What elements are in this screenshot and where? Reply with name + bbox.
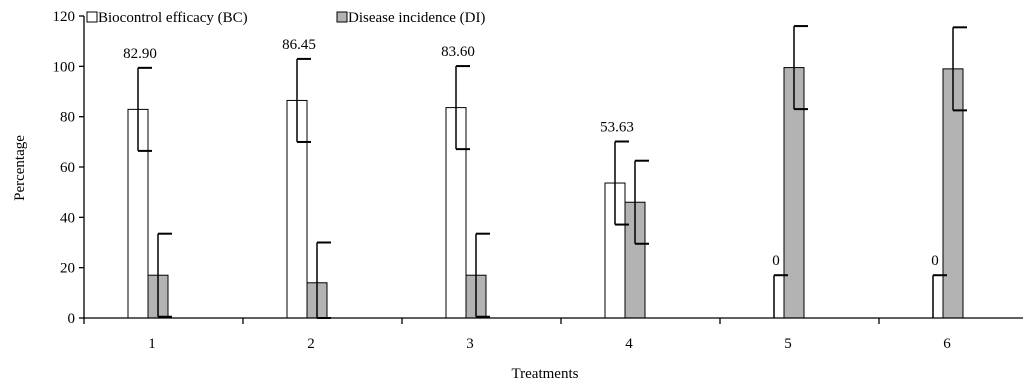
legend-swatch-di [336, 11, 348, 23]
data-label: 53.63 [600, 120, 634, 136]
y-tick-label: 40 [60, 210, 75, 226]
data-labels: 82.90 86.45 83.60 53.63 0 0 [123, 37, 939, 269]
y-tick-label: 0 [68, 311, 76, 327]
y-tick-label: 60 [60, 160, 75, 176]
error-bar [475, 232, 490, 318]
y-axis-title: Percentage [12, 135, 28, 201]
error-bar [932, 274, 947, 318]
bars [127, 67, 964, 319]
error-bars [137, 25, 967, 319]
error-bar [952, 26, 967, 112]
error-bar [634, 159, 649, 245]
x-tick-label: 2 [307, 336, 315, 352]
legend-label-di: Disease incidence (DI) [348, 10, 485, 26]
data-label: 83.60 [441, 44, 475, 60]
data-label: 82.90 [123, 46, 157, 62]
error-bar [793, 25, 808, 111]
x-axis-ticks: 1 2 3 4 5 6 [83, 318, 951, 352]
y-tick-label: 20 [60, 261, 75, 277]
y-tick-label: 100 [53, 59, 76, 75]
x-tick-label: 6 [943, 336, 951, 352]
x-tick-label: 3 [466, 336, 474, 352]
error-bar [157, 232, 172, 318]
legend: Biocontrol efficacy (BC) Disease inciden… [86, 10, 485, 26]
data-label: 0 [772, 253, 780, 269]
x-tick-label: 5 [784, 336, 792, 352]
legend-swatch-bc [86, 11, 98, 23]
data-label: 86.45 [282, 37, 316, 53]
error-bar [773, 274, 788, 318]
data-label: 0 [931, 253, 939, 269]
y-axis-ticks: 0 20 40 60 80 100 120 [53, 9, 84, 327]
error-bar [137, 66, 152, 152]
error-bar [614, 140, 629, 226]
error-bar [455, 65, 470, 151]
y-tick-label: 120 [53, 9, 76, 25]
error-bar [296, 57, 311, 143]
legend-label-bc: Biocontrol efficacy (BC) [98, 10, 248, 26]
x-axis-title: Treatments [512, 366, 579, 382]
x-tick-label: 1 [148, 336, 156, 352]
y-tick-label: 80 [60, 110, 75, 126]
x-tick-label: 4 [625, 336, 633, 352]
